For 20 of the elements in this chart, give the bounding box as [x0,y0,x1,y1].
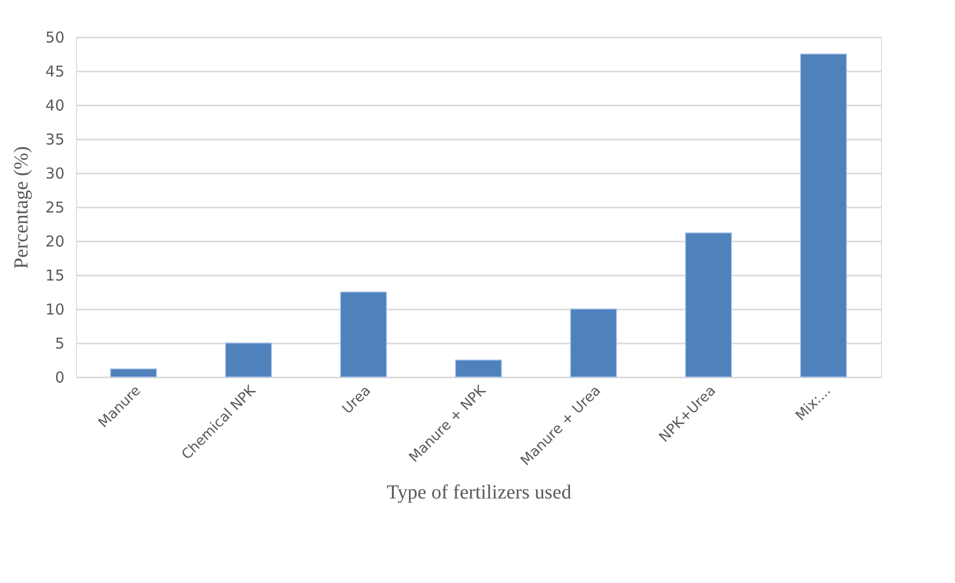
y-tick-label: 20 [45,232,64,250]
y-tick-label: 10 [45,300,64,318]
y-tick-label: 5 [54,334,64,352]
y-tick-label: 15 [45,266,64,284]
bar [340,292,387,378]
y-axis-title: Percentage (%) [10,146,32,269]
bar [455,360,502,378]
bar [225,342,272,378]
bar [685,232,732,378]
bar [570,308,617,378]
y-tick-label: 0 [54,368,64,386]
x-axis-title: Type of fertilizers used [386,481,572,504]
y-tick-label: 50 [45,28,64,46]
y-tick-label: 35 [45,130,64,148]
bar [800,54,847,378]
bar [110,368,157,378]
y-tick-label: 40 [45,96,64,114]
y-tick-label: 30 [45,164,64,182]
y-tick-label: 25 [45,198,64,216]
y-tick-label: 45 [45,62,64,80]
